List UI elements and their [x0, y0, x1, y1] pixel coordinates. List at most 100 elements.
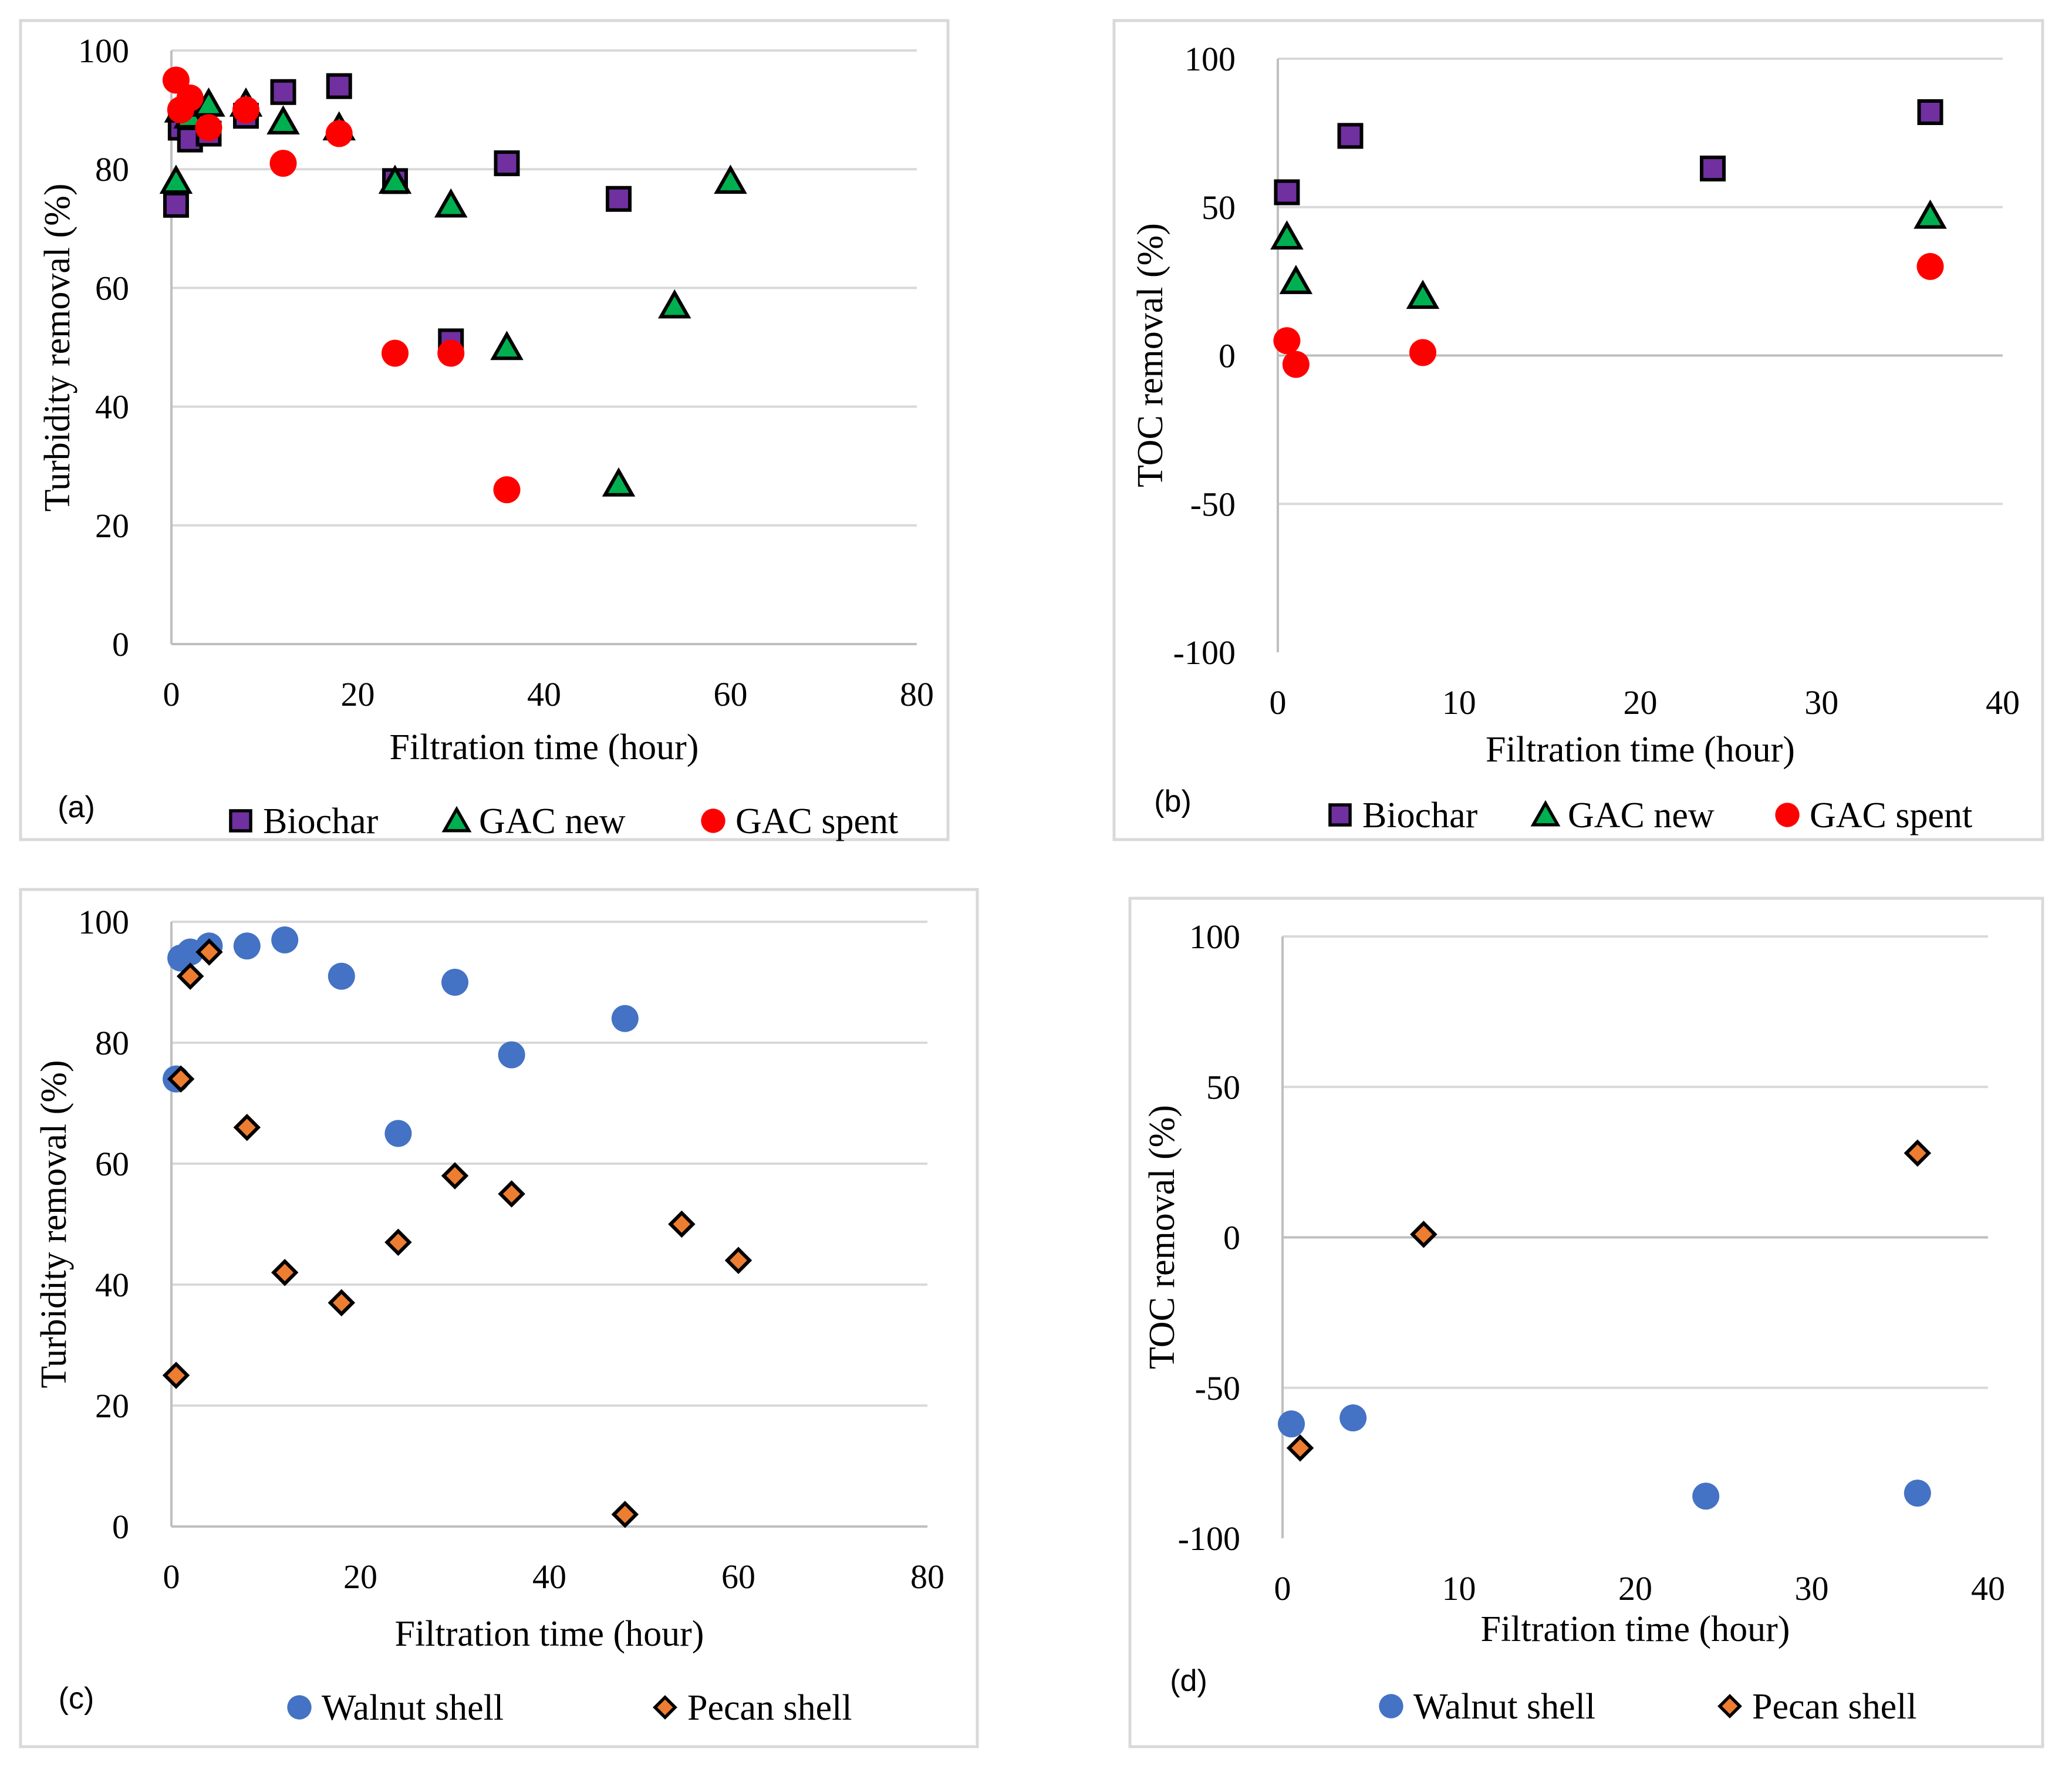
data-point — [384, 1120, 412, 1147]
panel-frame — [19, 888, 979, 1748]
panel-label: (b) — [1154, 784, 1192, 818]
data-point — [266, 105, 300, 135]
data-point — [606, 186, 632, 212]
legend-marker — [229, 809, 252, 833]
y-axis-title: TOC removal (%) — [1142, 1105, 1182, 1369]
data-point — [493, 476, 521, 504]
data-point — [233, 1113, 261, 1141]
y-tick-label: 0 — [1223, 1219, 1240, 1257]
data-point — [232, 96, 259, 124]
y-tick-label: 80 — [95, 150, 129, 188]
y-tick-label: 80 — [95, 1024, 129, 1062]
y-tick-label: 0 — [112, 1508, 129, 1546]
data-point — [378, 164, 412, 194]
data-point — [328, 1289, 356, 1317]
y-tick-label: 100 — [78, 903, 129, 941]
panel-label: (a) — [58, 790, 95, 824]
x-tick-label: 80 — [910, 1558, 944, 1596]
x-tick-label: 80 — [900, 675, 934, 713]
x-tick-label: 20 — [1624, 683, 1658, 722]
x-tick-label: 60 — [714, 675, 748, 713]
data-point — [724, 1246, 752, 1275]
chart-panel-d: -100 -50 0 50 100 0 10 20 30 40 Filtration time (h… — [1128, 897, 2044, 1748]
data-point — [233, 932, 261, 960]
legend-label: GAC spent — [1810, 796, 1972, 835]
y-axis-title: TOC removal (%) — [1131, 223, 1170, 487]
series-walnut-shell — [1278, 1404, 1931, 1510]
x-tick-label: 20 — [343, 1558, 377, 1596]
data-point — [1692, 1482, 1720, 1510]
legend-marker — [1775, 803, 1800, 827]
y-tick-label: 100 — [1185, 40, 1236, 78]
data-point — [1278, 1410, 1305, 1438]
x-tick-label: 20 — [1618, 1569, 1652, 1608]
x-tick-label: 0 — [163, 675, 180, 713]
y-tick-label: 50 — [1202, 188, 1236, 227]
legend-marker — [287, 1695, 312, 1720]
legend-marker — [1717, 1694, 1742, 1719]
data-point — [195, 114, 222, 141]
series-pecan-shell — [1286, 1139, 1932, 1462]
x-axis-title: Filtration time (hour) — [1486, 730, 1795, 770]
data-point — [602, 467, 636, 497]
x-tick-label: 40 — [527, 675, 561, 713]
y-tick-label: 100 — [78, 32, 129, 70]
data-point — [441, 1162, 469, 1190]
panel-label: (d) — [1170, 1664, 1207, 1698]
data-point — [1904, 1139, 1932, 1167]
x-tick-label: 10 — [1442, 683, 1476, 722]
legend-label: Biochar — [1362, 796, 1478, 835]
panel-frame — [1112, 19, 2044, 841]
y-tick-label: -100 — [1178, 1519, 1240, 1558]
data-point — [1282, 351, 1310, 378]
data-point — [163, 191, 189, 218]
data-point — [328, 962, 355, 990]
panel-frame — [19, 19, 950, 841]
panel-label: (c) — [59, 1682, 95, 1716]
y-tick-label: 40 — [95, 388, 129, 426]
x-tick-label: 10 — [1442, 1569, 1476, 1608]
x-tick-label: 60 — [721, 1558, 755, 1596]
series-gac-new — [1270, 199, 1947, 309]
data-point — [434, 188, 468, 218]
x-tick-label: 20 — [341, 675, 375, 713]
data-point — [270, 79, 296, 105]
y-tick-label: 60 — [95, 269, 129, 307]
data-point — [176, 962, 204, 990]
data-point — [494, 150, 520, 177]
legend-marker — [1379, 1694, 1403, 1719]
legend-marker — [1530, 800, 1561, 827]
legend-marker — [1328, 803, 1352, 827]
series-gac-spent — [162, 66, 521, 504]
y-tick-label: -50 — [1190, 485, 1236, 523]
data-point — [714, 164, 747, 194]
data-point — [176, 84, 204, 112]
data-point — [1917, 99, 1943, 125]
data-point — [668, 1210, 696, 1238]
data-point — [657, 289, 691, 319]
x-tick-label: 0 — [1270, 683, 1287, 722]
data-point — [195, 938, 223, 966]
y-tick-label: 20 — [95, 507, 129, 545]
data-point — [1914, 199, 1947, 229]
x-tick-label: 40 — [1971, 1569, 2005, 1608]
data-point — [1273, 327, 1301, 355]
chart-panel-a: 0 20 40 60 80 100 0 20 40 60 80 Filtration time (ho… — [19, 19, 950, 841]
data-point — [1270, 220, 1304, 250]
y-tick-label: -100 — [1173, 634, 1236, 672]
chart-panel-c: 0 20 40 60 80 100 0 20 40 60 80 Filtration time (ho… — [19, 888, 979, 1748]
y-tick-label: 20 — [95, 1387, 129, 1425]
data-point — [167, 1065, 195, 1093]
data-point — [498, 1041, 525, 1069]
data-point — [1904, 1480, 1931, 1507]
data-point — [325, 120, 353, 147]
chart-panel-b: -100 -50 0 50 100 0 10 20 30 40 Filtration time (h… — [1112, 19, 2044, 841]
legend-label: GAC spent — [735, 801, 898, 841]
data-point — [271, 926, 299, 953]
series-pecan-shell — [162, 938, 752, 1528]
data-point — [437, 339, 465, 367]
legend-marker — [653, 1695, 677, 1720]
x-tick-label: 30 — [1804, 683, 1838, 722]
data-point — [1916, 252, 1944, 280]
